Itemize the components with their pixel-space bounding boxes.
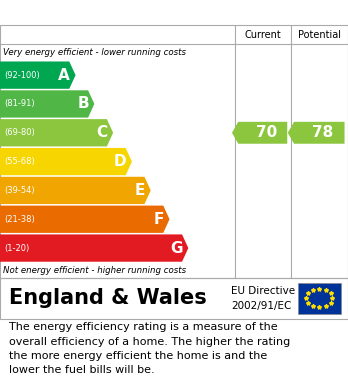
Text: (21-38): (21-38) bbox=[4, 215, 35, 224]
Text: (69-80): (69-80) bbox=[4, 128, 35, 137]
Polygon shape bbox=[0, 148, 132, 175]
Text: D: D bbox=[114, 154, 126, 169]
Text: (92-100): (92-100) bbox=[4, 71, 40, 80]
Text: A: A bbox=[58, 68, 70, 83]
Polygon shape bbox=[0, 235, 188, 262]
Text: C: C bbox=[96, 125, 108, 140]
Polygon shape bbox=[232, 122, 287, 144]
Text: 78: 78 bbox=[312, 125, 333, 140]
Text: (39-54): (39-54) bbox=[4, 186, 35, 195]
Text: EU Directive
2002/91/EC: EU Directive 2002/91/EC bbox=[231, 286, 295, 310]
Text: The energy efficiency rating is a measure of the
overall efficiency of a home. T: The energy efficiency rating is a measur… bbox=[9, 322, 290, 375]
Text: F: F bbox=[153, 212, 164, 227]
Text: (55-68): (55-68) bbox=[4, 157, 35, 166]
Polygon shape bbox=[0, 61, 76, 89]
Text: G: G bbox=[170, 240, 183, 256]
Text: Not energy efficient - higher running costs: Not energy efficient - higher running co… bbox=[3, 265, 187, 274]
Text: Current: Current bbox=[244, 30, 281, 40]
Text: 70: 70 bbox=[255, 125, 277, 140]
Polygon shape bbox=[0, 177, 151, 204]
Text: E: E bbox=[135, 183, 145, 198]
Bar bbox=[298, 283, 341, 314]
Polygon shape bbox=[0, 90, 94, 118]
Text: Very energy efficient - lower running costs: Very energy efficient - lower running co… bbox=[3, 48, 187, 57]
Polygon shape bbox=[0, 119, 113, 147]
Text: B: B bbox=[77, 97, 89, 111]
Text: (81-91): (81-91) bbox=[4, 99, 35, 108]
Polygon shape bbox=[0, 206, 169, 233]
Text: Energy Efficiency Rating: Energy Efficiency Rating bbox=[9, 5, 229, 20]
Polygon shape bbox=[288, 122, 345, 144]
Text: England & Wales: England & Wales bbox=[9, 288, 206, 308]
Text: (1-20): (1-20) bbox=[4, 244, 30, 253]
Text: Potential: Potential bbox=[298, 30, 341, 40]
